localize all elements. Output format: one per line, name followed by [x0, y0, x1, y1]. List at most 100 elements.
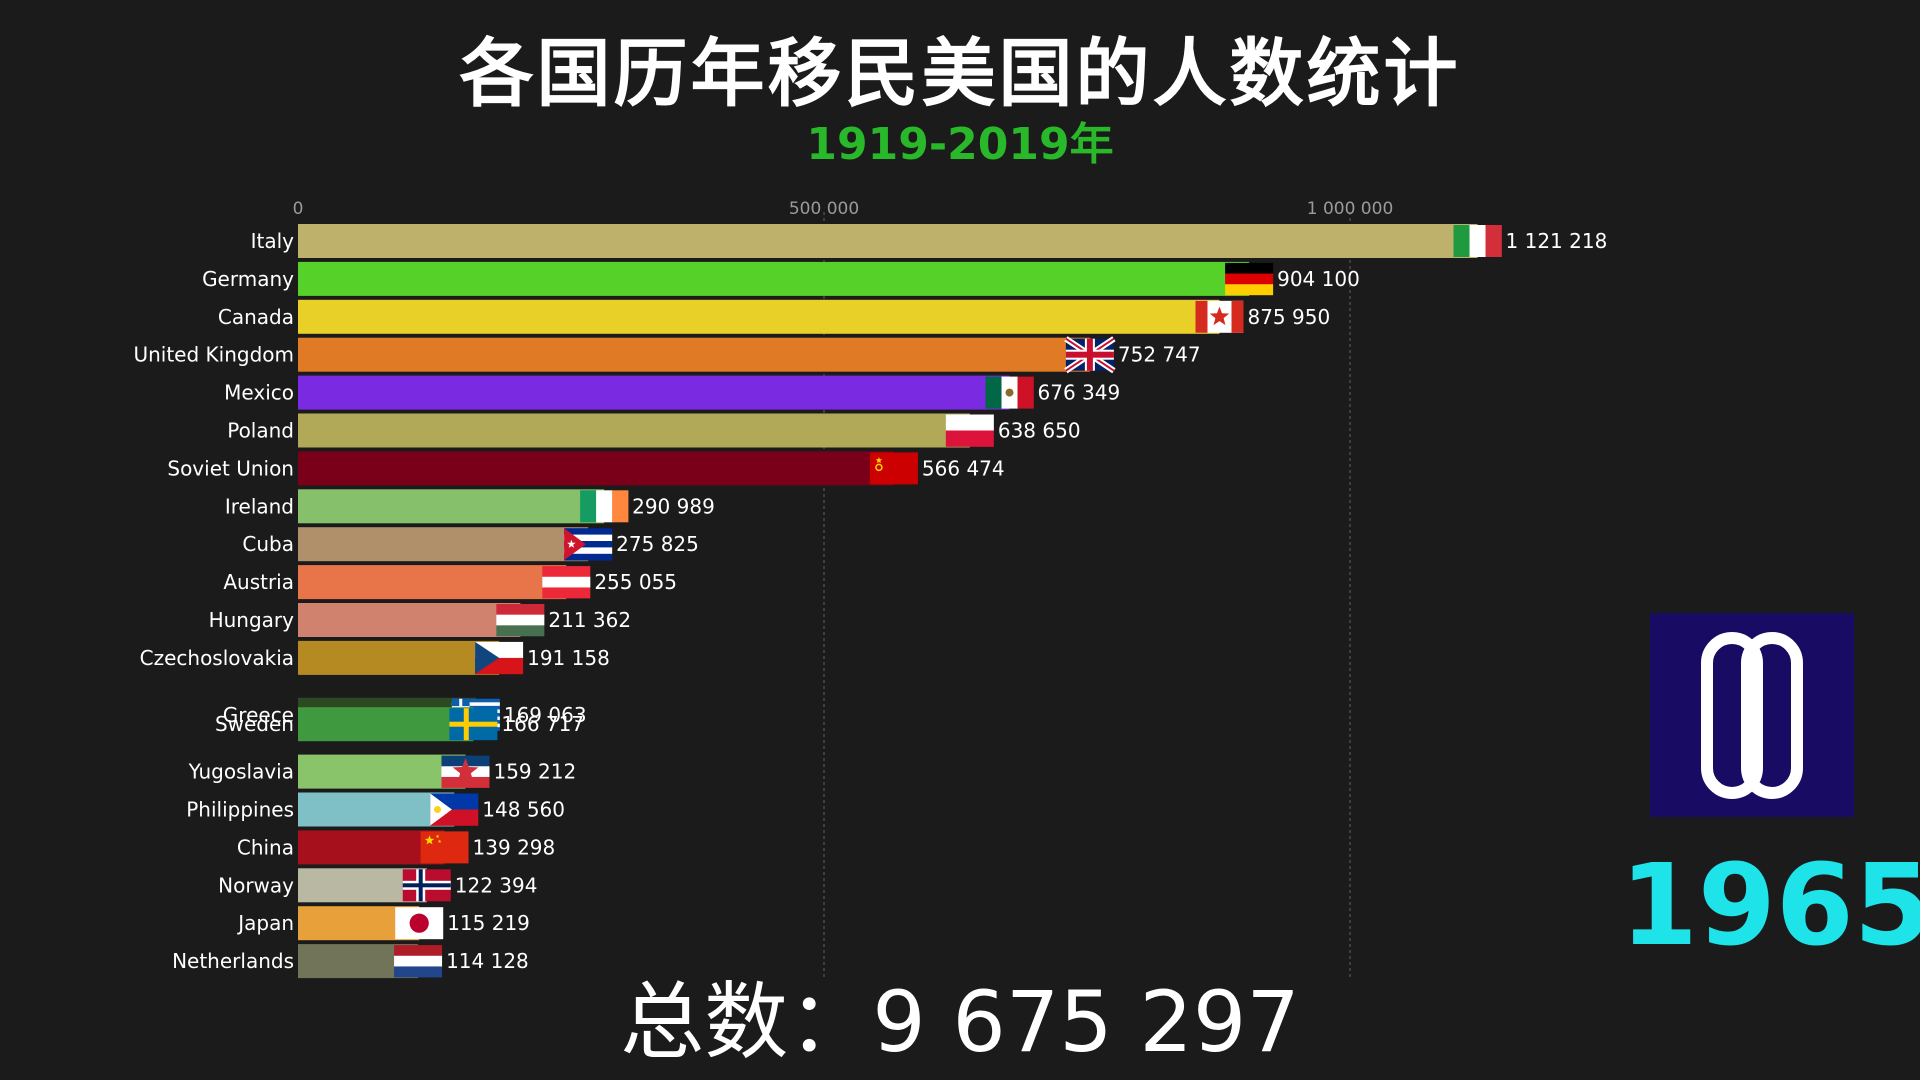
sweden-flag-icon — [449, 708, 498, 741]
bar-row-united-kingdom: United Kingdom 752 747 — [133, 336, 1201, 374]
bar-united-kingdom — [298, 337, 1090, 372]
bar-italy — [298, 224, 1478, 258]
bar-row-canada: Canada 875 950 — [218, 299, 1330, 334]
value-label: 875 950 — [1247, 305, 1330, 329]
category-label: Netherlands — [172, 949, 294, 973]
value-label: 148 560 — [482, 798, 565, 822]
japan-flag-icon — [395, 907, 444, 940]
page-title: 各国历年移民美国的人数统计 — [459, 31, 1461, 117]
bar-row-ireland: Ireland 290 989 — [225, 489, 715, 524]
bar-row-poland: Poland 638 650 — [227, 413, 1081, 448]
bar-germany — [298, 261, 1250, 296]
value-label: 115 219 — [447, 911, 530, 935]
germany-flag-icon — [1225, 262, 1274, 296]
value-label: 638 650 — [998, 419, 1081, 443]
category-label: Soviet Union — [167, 456, 294, 480]
category-label: Cuba — [242, 532, 294, 556]
bar-row-mexico: Mexico 676 349 — [224, 375, 1121, 410]
total-value: 9 675 297 — [872, 973, 1300, 1071]
bar-yugoslavia — [298, 754, 466, 789]
value-label: 122 394 — [455, 873, 538, 897]
bar-czechoslovakia — [298, 640, 500, 675]
bar-mexico — [298, 375, 1010, 410]
category-label: United Kingdom — [133, 343, 294, 367]
category-label: Philippines — [186, 798, 294, 822]
category-label: Canada — [218, 305, 294, 329]
total-count: 总数：9 675 297 — [0, 980, 1920, 1064]
value-label: 255 055 — [594, 570, 677, 594]
bar-row-cuba: Cuba 275 825 — [242, 527, 699, 562]
mexico-flag-icon — [985, 376, 1034, 409]
soviet-union-flag-icon — [869, 452, 918, 485]
current-year: 1965 — [1620, 841, 1920, 971]
bar-canada — [298, 299, 1220, 334]
category-label: Norway — [218, 873, 294, 897]
bar-row-italy: Italy 1 121 218 — [251, 224, 1608, 258]
total-label: 总数： — [620, 973, 873, 1071]
category-label: Yugoslavia — [188, 760, 294, 784]
bar-row-netherlands: Netherlands 114 128 — [172, 944, 529, 979]
category-label: Ireland — [225, 494, 294, 518]
category-label: Czechoslovakia — [140, 646, 294, 670]
category-label: Greece — [223, 703, 294, 727]
value-label: 139 298 — [473, 835, 556, 859]
bar-row-czechoslovakia: Czechoslovakia 191 158 — [140, 640, 610, 675]
value-label: 211 362 — [548, 608, 631, 632]
category-label: Sweden — [215, 712, 294, 736]
yugoslavia-flag-icon — [441, 755, 490, 788]
category-label: Japan — [236, 911, 294, 935]
category-label: Poland — [227, 419, 294, 443]
x-tick-label: 500 000 — [789, 199, 859, 219]
category-label: Austria — [223, 570, 294, 594]
canada-flag-icon — [1195, 300, 1244, 333]
bar-row-austria: Austria 255 055 — [223, 565, 677, 600]
value-label: 676 349 — [1038, 381, 1121, 405]
bar-cuba — [298, 527, 589, 562]
value-label: 169 063 — [504, 703, 587, 727]
bar-ireland — [298, 489, 605, 524]
italy-flag-icon — [1453, 225, 1502, 257]
czechoslovakia-flag-icon — [475, 641, 524, 675]
poland-flag-icon — [945, 414, 994, 447]
value-label: 904 100 — [1277, 267, 1360, 291]
bar-row-germany: Germany 904 100 — [202, 261, 1360, 296]
austria-flag-icon — [542, 566, 591, 599]
philippines-flag-icon — [430, 793, 479, 826]
value-label: 290 989 — [632, 494, 715, 518]
category-label: Mexico — [224, 381, 294, 405]
category-label: China — [237, 835, 294, 859]
page-subtitle: 1919-2019年 — [806, 119, 1114, 170]
bar-row-philippines: Philippines 148 560 — [186, 792, 565, 827]
bar-hungary — [298, 603, 521, 637]
bar-poland — [298, 413, 970, 448]
category-label: Germany — [202, 267, 294, 291]
infinity-loop-icon — [1650, 613, 1854, 817]
bar-philippines — [298, 792, 455, 827]
value-label: 1 121 218 — [1506, 229, 1608, 253]
bar-row-china: China 139 298 — [237, 830, 556, 865]
value-label: 166 717 — [501, 712, 584, 736]
category-label: Hungary — [209, 608, 295, 632]
norway-flag-icon — [402, 869, 451, 902]
x-tick-label: 0 — [293, 199, 304, 219]
china-flag-icon — [420, 831, 469, 864]
ireland-flag-icon — [580, 490, 629, 523]
bar-row-japan: Japan 115 219 — [236, 906, 530, 941]
bar-china — [298, 830, 445, 865]
hungary-flag-icon — [496, 604, 545, 637]
bar-row-norway: Norway 122 394 — [218, 868, 538, 903]
x-tick-label: 1 000 000 — [1307, 199, 1394, 219]
cuba-flag-icon — [564, 528, 613, 561]
value-label: 275 825 — [616, 532, 699, 556]
value-label: 191 158 — [527, 646, 610, 670]
bar-row-sweden: Sweden 166 717 — [215, 707, 584, 742]
bar-row-soviet-union: Soviet Union 566 474 — [167, 451, 1005, 486]
value-label: 752 747 — [1118, 343, 1201, 367]
bar-row-yugoslavia: Yugoslavia 159 212 — [188, 754, 576, 789]
united-kingdom-flag-icon — [1064, 336, 1116, 374]
bar-austria — [298, 565, 567, 600]
value-label: 566 474 — [922, 456, 1005, 480]
category-label: Italy — [251, 229, 295, 253]
value-label: 159 212 — [493, 760, 576, 784]
